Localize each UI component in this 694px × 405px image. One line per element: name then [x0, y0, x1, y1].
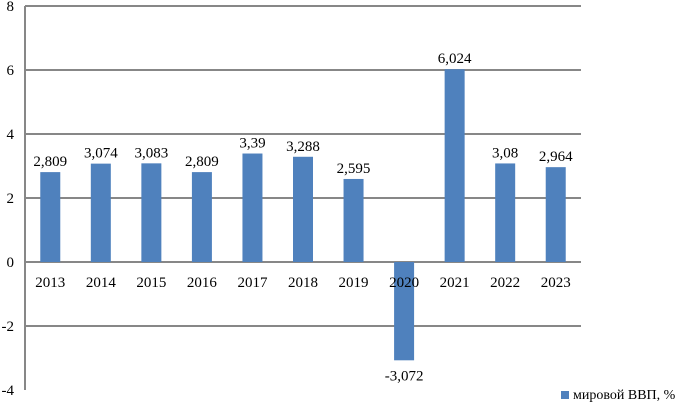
y-tick-label: -4 — [2, 383, 15, 399]
data-label: -3,072 — [385, 368, 424, 384]
bars — [40, 69, 566, 361]
legend-swatch — [561, 391, 569, 399]
y-tick-label: 8 — [7, 0, 15, 15]
bar — [444, 69, 465, 263]
data-label: 3,074 — [84, 146, 118, 162]
data-label: 2,964 — [539, 149, 573, 165]
y-tick-label: 0 — [7, 255, 15, 271]
data-label: 2,809 — [185, 154, 219, 170]
data-label: 6,024 — [438, 51, 472, 67]
x-category-label: 2016 — [187, 275, 218, 291]
legend: мировой ВВП, % — [561, 388, 676, 403]
y-axis-tick-labels: -4 -2 0 2 4 6 8 — [2, 0, 15, 399]
data-label: 3,08 — [492, 145, 518, 161]
x-category-label: 2021 — [440, 275, 470, 291]
x-category-label: 2019 — [339, 275, 369, 291]
x-category-label: 2022 — [490, 275, 520, 291]
x-category-label: 2018 — [288, 275, 318, 291]
data-label: 2,809 — [33, 154, 67, 170]
y-tick-label: 6 — [7, 63, 15, 79]
data-label: 3,083 — [134, 145, 168, 161]
data-label: 3,288 — [286, 139, 320, 155]
bar — [495, 163, 516, 262]
y-tick-label: -2 — [2, 319, 15, 335]
bar — [191, 172, 212, 262]
bar — [40, 172, 61, 262]
x-axis-category-labels: 2013 2014 2015 2016 2017 2018 2019 2020 2021 2022… — [35, 275, 570, 291]
x-category-label: 2013 — [35, 275, 65, 291]
legend-label: мировой ВВП, % — [573, 388, 676, 403]
bar — [545, 167, 566, 262]
x-category-label: 2015 — [136, 275, 166, 291]
x-category-label: 2014 — [86, 275, 117, 291]
data-label: 2,595 — [337, 161, 371, 177]
y-tick-label: 4 — [7, 127, 15, 143]
bar — [343, 178, 364, 262]
x-category-label: 2017 — [237, 275, 268, 291]
data-labels: 2,809 3,074 3,083 2,809 3,39 3,288 2,595 -3,072… — [33, 51, 573, 384]
bar — [293, 156, 313, 262]
x-category-label: 2020 — [389, 275, 419, 291]
data-label: 3,39 — [239, 136, 265, 152]
bar — [141, 163, 162, 262]
bar — [394, 262, 415, 361]
x-category-label: 2023 — [541, 275, 571, 291]
y-tick-label: 2 — [7, 191, 15, 207]
bar — [242, 153, 263, 262]
bar — [90, 163, 111, 262]
